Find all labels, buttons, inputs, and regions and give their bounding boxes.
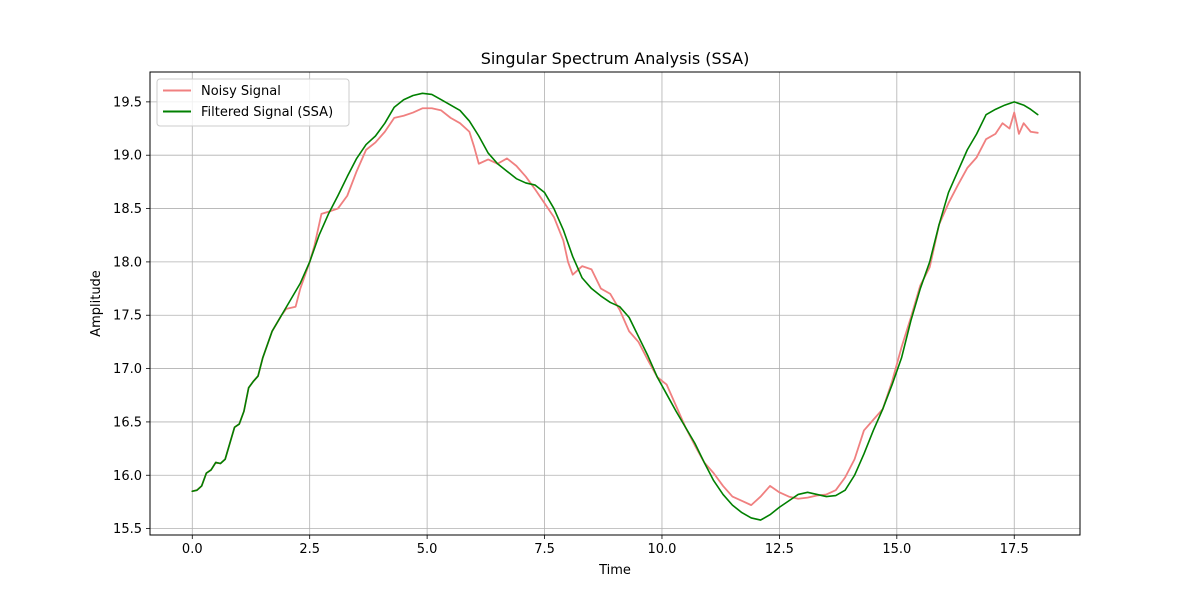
legend: Noisy Signal Filtered Signal (SSA) [156,78,350,127]
x-tick-label: 10.0 [647,542,676,557]
legend-label-filtered: Filtered Signal (SSA) [201,105,333,120]
x-tick-label: 7.5 [534,542,555,557]
y-tick-label: 17.5 [113,309,142,324]
y-tick-label: 18.5 [113,202,142,217]
filtered-signal-line [191,92,1039,521]
plot-frame [149,71,1081,536]
y-tick-label: 16.5 [113,415,142,430]
legend-label-noisy: Noisy Signal [201,84,281,99]
legend-box [156,78,350,127]
x-tick-label: 5.0 [417,542,438,557]
x-tick-label: 17.5 [1000,542,1029,557]
y-axis-label: Amplitude [89,270,104,337]
y-tick-label: 19.5 [113,95,142,110]
x-axis-label: Time [598,563,631,578]
x-tick-label: 15.0 [882,542,911,557]
y-tick-label: 19.0 [113,149,142,164]
grid-lines [150,72,1080,535]
x-tick-label: 12.5 [765,542,794,557]
chart-title: Singular Spectrum Analysis (SSA) [481,49,750,68]
x-tick-label: 2.5 [299,542,320,557]
x-tick-label: 0.0 [182,542,203,557]
y-axis-ticks: 15.5 16.0 16.5 17.0 17.5 18.0 18.5 19.0 19.5 [113,95,150,537]
y-tick-label: 15.5 [113,522,142,537]
noisy-signal-line [191,107,1039,507]
series-lines [191,92,1039,521]
y-tick-label: 17.0 [113,362,142,377]
x-axis-ticks: 0.0 2.5 5.0 7.5 10.0 12.5 15.0 17.5 [182,535,1029,557]
y-tick-label: 16.0 [113,469,142,484]
y-tick-label: 18.0 [113,255,142,270]
